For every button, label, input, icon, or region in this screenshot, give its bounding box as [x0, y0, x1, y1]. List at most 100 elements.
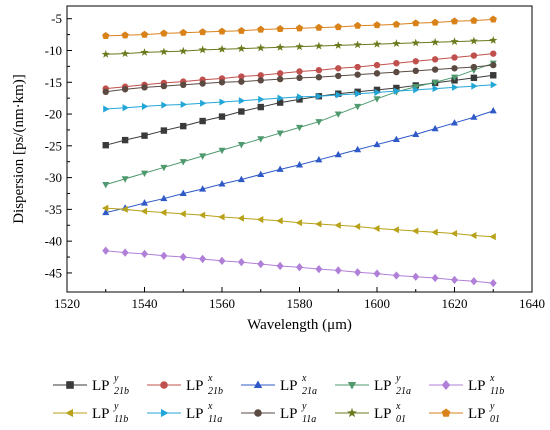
data-point — [431, 273, 439, 283]
data-point — [450, 74, 459, 82]
data-point — [180, 122, 187, 130]
legend-marker — [347, 381, 357, 390]
y-tick-label: -25 — [45, 138, 62, 153]
data-point — [450, 37, 459, 46]
data-point — [373, 61, 381, 69]
y-tick-label: -5 — [51, 11, 62, 26]
data-point — [470, 63, 478, 71]
data-point — [218, 113, 226, 120]
data-point — [469, 36, 478, 45]
data-point — [141, 84, 148, 91]
data-point — [218, 147, 226, 155]
data-point — [179, 189, 187, 197]
legend-label-sub: 11b — [114, 414, 128, 425]
data-point — [218, 256, 226, 266]
data-point — [121, 176, 129, 183]
data-point — [218, 27, 226, 35]
data-point — [276, 75, 284, 83]
data-point — [392, 226, 399, 234]
data-point — [296, 74, 303, 82]
legend-label-sup: y — [395, 373, 401, 384]
legend-item: LP y 11b — [53, 401, 128, 425]
data-point — [121, 31, 129, 39]
data-point — [257, 25, 265, 33]
legend-label-sub: 01 — [490, 414, 500, 425]
data-point — [121, 205, 128, 213]
legend-label: LP — [468, 378, 486, 394]
data-point — [335, 72, 342, 80]
data-point — [199, 117, 206, 125]
data-point — [450, 17, 459, 25]
data-point — [237, 44, 246, 53]
data-point — [160, 251, 168, 260]
data-point — [315, 155, 323, 163]
data-point — [431, 66, 439, 73]
data-point — [315, 220, 322, 228]
data-point — [334, 221, 341, 229]
data-point — [489, 233, 496, 241]
legend-item: LP x 11a — [147, 401, 222, 425]
data-point — [334, 23, 342, 31]
data-point — [373, 70, 381, 77]
data-point — [490, 81, 498, 89]
series-LP01^x — [101, 36, 498, 58]
data-point — [237, 214, 244, 222]
data-point — [431, 56, 439, 63]
data-point — [122, 104, 129, 112]
plot-area — [66, 5, 533, 293]
data-point — [355, 90, 362, 98]
data-point — [315, 119, 323, 126]
data-point — [373, 21, 381, 29]
data-point — [218, 213, 225, 221]
data-point — [412, 19, 420, 27]
data-point — [218, 180, 226, 187]
data-point — [102, 182, 110, 189]
data-point — [450, 119, 459, 126]
data-point — [102, 246, 110, 255]
plot-frame — [66, 5, 533, 293]
y-tick-label: -35 — [45, 202, 62, 217]
x-axis-title: Wavelength (μm) — [247, 317, 352, 333]
data-point — [140, 207, 148, 215]
data-point — [334, 150, 342, 158]
data-point — [315, 264, 323, 274]
data-point — [160, 209, 167, 217]
data-point — [431, 228, 438, 236]
data-point — [471, 82, 478, 90]
data-point — [431, 79, 439, 87]
data-point — [392, 271, 400, 280]
data-point — [431, 37, 440, 46]
legend-marker — [160, 408, 169, 418]
data-point — [199, 185, 207, 192]
data-point — [374, 88, 381, 96]
data-point — [411, 227, 419, 235]
data-point — [470, 231, 477, 239]
legend-label-sup: x — [207, 373, 213, 384]
series-LP11a^y — [102, 61, 497, 96]
data-point — [218, 79, 226, 86]
data-point — [258, 95, 265, 103]
data-point — [373, 140, 381, 148]
data-point — [257, 103, 264, 111]
data-point — [353, 40, 362, 49]
data-point — [140, 170, 149, 177]
data-point — [295, 124, 304, 132]
data-point — [295, 24, 304, 32]
data-point — [372, 39, 382, 48]
data-point — [276, 165, 284, 172]
data-point — [470, 16, 478, 24]
data-point — [179, 210, 186, 218]
data-point — [141, 132, 148, 139]
data-point — [276, 42, 285, 51]
legend-label-sub: 21b — [114, 386, 129, 397]
data-point — [256, 43, 265, 52]
data-point — [451, 83, 459, 91]
data-point — [314, 41, 323, 50]
legend-label: LP — [280, 406, 298, 422]
data-point — [490, 50, 497, 57]
data-point — [353, 223, 361, 231]
data-point — [237, 257, 245, 267]
data-point — [315, 73, 323, 81]
data-point — [470, 277, 478, 286]
